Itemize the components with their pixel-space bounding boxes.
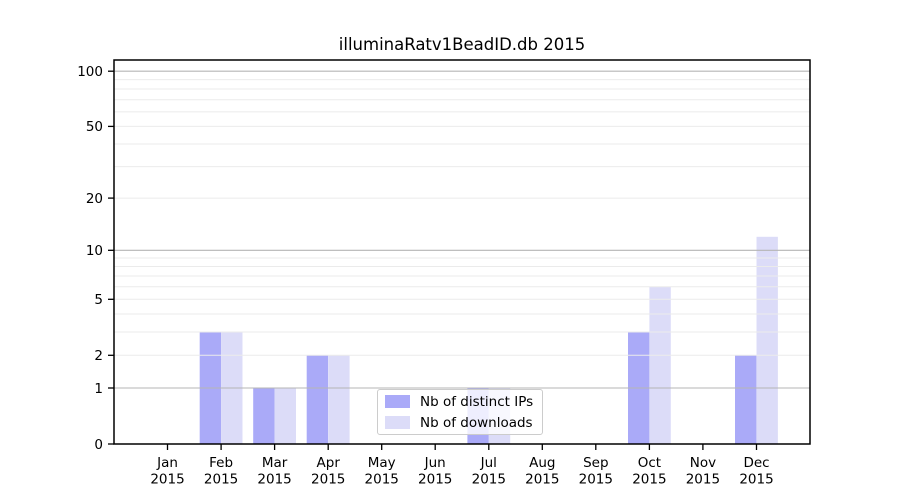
x-tick-label-month: Mar [262,455,288,471]
x-tick-label-month: Oct [638,455,661,471]
y-tick-label: 0 [94,437,103,453]
bar-downloads [274,388,296,444]
legend-item-distinct-ips: Nb of distinct IPs [385,394,542,410]
x-tick-label-year: 2015 [739,472,773,488]
y-tick-label: 10 [86,243,103,259]
y-tick-label: 1 [94,381,103,397]
bar-distinct-ips [735,355,757,444]
x-tick-label-year: 2015 [632,472,666,488]
legend: Nb of distinct IPs Nb of downloads [377,389,543,435]
x-tick-label-month: Jan [156,455,178,471]
legend-item-downloads: Nb of downloads [385,415,542,431]
y-tick-label: 20 [86,191,103,207]
x-tick-label-month: Nov [690,455,716,471]
x-tick-label-month: Aug [529,455,555,471]
legend-label-distinct-ips: Nb of distinct IPs [420,393,534,410]
bar-distinct-ips [253,388,275,444]
x-tick-label-month: Dec [743,455,769,471]
bar-downloads [649,286,671,444]
x-tick-label-year: 2015 [579,472,613,488]
bar-distinct-ips [306,355,329,444]
x-tick-label-year: 2015 [418,472,452,488]
y-tick-label: 50 [86,119,103,135]
x-tick-label-month: Sep [583,455,608,471]
x-tick-label-year: 2015 [257,472,291,488]
legend-swatch-distinct-ips [385,395,410,408]
x-tick-label-year: 2015 [204,472,238,488]
legend-label-downloads: Nb of downloads [420,414,533,431]
bar-downloads [328,355,350,444]
plot-border [113,59,811,445]
x-tick-label-year: 2015 [150,472,184,488]
legend-swatch-downloads [385,416,410,429]
x-tick-label-year: 2015 [365,472,399,488]
y-tick-label: 2 [94,348,103,364]
y-tick-label: 100 [77,64,103,80]
x-tick-label-month: Jun [424,455,446,471]
x-tick-label-year: 2015 [686,472,720,488]
bar-downloads [756,236,778,444]
x-tick-label-year: 2015 [472,472,506,488]
x-tick-label-year: 2015 [525,472,559,488]
x-tick-label-month: Jul [480,455,497,471]
x-tick-label-year: 2015 [311,472,345,488]
x-tick-label-month: Feb [209,455,233,471]
chart-title: illuminaRatv1BeadID.db 2015 [338,35,586,54]
x-tick-label-month: May [368,455,396,471]
y-tick-label: 5 [94,292,103,308]
x-tick-label-month: Apr [317,455,341,471]
